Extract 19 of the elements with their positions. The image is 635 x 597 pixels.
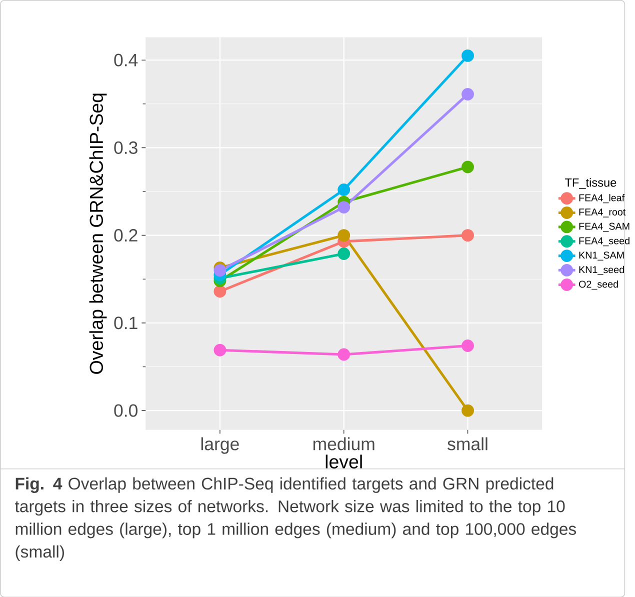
- legend-title: TF_tissue: [564, 178, 616, 189]
- x-axis-title: level: [326, 454, 362, 468]
- y-tick-label: 0.4: [114, 54, 138, 66]
- legend-label: KN1_seed: [579, 266, 624, 275]
- legend-label: KN1_SAM: [579, 251, 624, 260]
- legend-label: FEA4_SAM: [579, 222, 630, 232]
- x-tick-label: small: [448, 437, 488, 450]
- legend-label: FEA4_root: [579, 208, 626, 218]
- x-tick-label: large: [201, 437, 239, 454]
- legend-label: FEA4_leaf: [579, 194, 625, 203]
- y-tick-label: 0.3: [114, 141, 138, 154]
- x-tick-label: medium: [313, 437, 374, 450]
- text: Fig. 4 Overlap between ChIP-Seq identified targets and GRN predicted targets in three sizes of networks. Network size was limited to the top 10 million edges (large), top 1 million edges (medium) and top 100,000 edges (small): [14, 477, 576, 561]
- y-axis-title: Overlap between GRN&ChIP-Seq: [89, 93, 107, 374]
- y-tick-label: 0.2: [114, 228, 138, 242]
- legend-label: FEA4_seed: [579, 236, 630, 246]
- legend-label: O2_seed: [578, 280, 618, 290]
- y-tick-label: 0.1: [114, 316, 138, 329]
- y-tick-label: 0.0: [114, 404, 138, 417]
